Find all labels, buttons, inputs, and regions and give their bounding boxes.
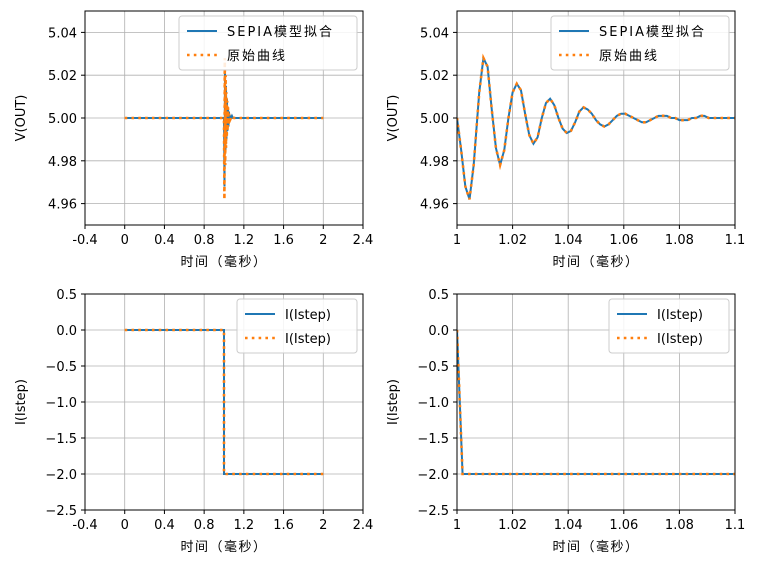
y-tick-label: −2.5: [417, 504, 449, 519]
legend-label-1: SEPIA模型拟合: [227, 25, 334, 40]
series-line-1: [457, 54, 735, 200]
y-tick-label: 5.00: [420, 112, 449, 127]
legend-label-2: I(Istep): [285, 332, 331, 347]
x-tick-label: -0.4: [72, 518, 97, 533]
x-tick-label: 1.06: [609, 233, 638, 248]
legend-label-2: I(Istep): [657, 332, 703, 347]
legend-box: [608, 298, 730, 354]
legend-box: [236, 298, 358, 354]
y-axis-label: V(OUT): [386, 95, 401, 142]
x-tick-label: 0.8: [194, 233, 215, 248]
x-axis-label: 时间（毫秒）: [552, 254, 639, 270]
y-tick-label: 0.5: [428, 288, 449, 303]
x-tick-label: 1.04: [554, 233, 583, 248]
x-tick-label: 1.02: [498, 518, 527, 533]
subplot-4: 1 1.02 1.04 1.06 1.08 1.1 −2.5 −2.0 −1.5 −1.0 −0.5…: [386, 288, 745, 555]
y-tick-label: 5.02: [420, 69, 449, 84]
y-tick-label: 4.98: [48, 155, 77, 170]
y-axis-label: I(Istep): [386, 379, 401, 425]
y-tick-label: 5.04: [420, 26, 449, 41]
y-tick-label: 0.0: [56, 324, 77, 339]
y-tick-label: 5.02: [48, 69, 77, 84]
x-tick-label: 0.4: [154, 233, 175, 248]
x-tick-label: 0.8: [194, 518, 215, 533]
legend-label-1: SEPIA模型拟合: [599, 25, 706, 40]
x-tick-label: 1.1: [725, 233, 746, 248]
y-tick-label: 0.0: [428, 324, 449, 339]
x-tick-label: 1.2: [234, 518, 255, 533]
x-tick-label: 1.6: [273, 233, 294, 248]
y-axis-label: V(OUT): [14, 95, 29, 142]
y-tick-label: −2.5: [45, 504, 77, 519]
legend-label-1: I(Istep): [657, 308, 703, 323]
y-tick-label: −1.5: [45, 432, 77, 447]
series-group: [124, 328, 324, 476]
series-group: [457, 329, 735, 476]
x-tick-label: 1.02: [498, 233, 527, 248]
legend: I(Istep) I(Istep): [236, 298, 358, 354]
y-tick-label: 0.5: [56, 288, 77, 303]
series-group: [124, 58, 324, 200]
subplot-2: 1 1.02 1.04 1.06 1.08 1.1 4.96 4.98 5.00 5.02 5.04…: [386, 10, 746, 270]
x-tick-label: 1.08: [665, 233, 694, 248]
legend-box: [550, 15, 730, 71]
x-tick-label: 2.4: [353, 518, 374, 533]
x-tick-label: 1.06: [609, 518, 638, 533]
x-tick-label: 1.04: [554, 518, 583, 533]
legend-label-1: I(Istep): [285, 308, 331, 323]
x-tick-label: 2: [319, 518, 327, 533]
x-tick-label: -0.4: [72, 233, 97, 248]
y-tick-label: −2.0: [45, 468, 77, 483]
series-line-2: [457, 53, 735, 200]
y-axis-label: I(Istep): [14, 379, 29, 425]
x-axis-label: 时间（毫秒）: [552, 539, 639, 555]
y-tick-label: 5.00: [48, 112, 77, 127]
series-line-2: [124, 58, 324, 200]
x-tick-label: 2.4: [353, 233, 374, 248]
x-tick-label: 1.1: [725, 518, 746, 533]
y-tick-label: 4.96: [420, 198, 449, 213]
x-tick-label: 1.2: [234, 233, 255, 248]
y-tick-label: 4.98: [420, 155, 449, 170]
x-tick-label: 1: [453, 233, 461, 248]
legend-box: [178, 15, 358, 71]
x-tick-label: 1.6: [273, 518, 294, 533]
series-group: [457, 53, 735, 200]
x-tick-label: 0: [121, 518, 129, 533]
x-tick-label: 0.4: [154, 518, 175, 533]
legend-label-2: 原始曲线: [227, 49, 287, 64]
subplot-1: -0.4 0 0.4 0.8 1.2 1.6 2 2.4 4.96 4.98 5.00 5.02 5.0…: [14, 10, 374, 270]
subplot-3: -0.4 0 0.4 0.8 1.2 1.6 2 2.4 −2.5 −2.0 −1.5 −1.0 −0.…: [14, 288, 373, 555]
x-axis-label: 时间（毫秒）: [180, 254, 267, 270]
y-tick-label: −1.0: [417, 396, 449, 411]
x-tick-label: 1: [453, 518, 461, 533]
series-line-2: [457, 329, 735, 476]
x-tick-label: 1.08: [665, 518, 694, 533]
y-tick-label: 5.04: [48, 26, 77, 41]
y-tick-label: −1.5: [417, 432, 449, 447]
legend: I(Istep) I(Istep): [608, 298, 730, 354]
series-line-2: [124, 328, 324, 476]
y-tick-label: −2.0: [417, 468, 449, 483]
legend-label-2: 原始曲线: [599, 49, 659, 64]
y-tick-label: −0.5: [45, 360, 77, 375]
y-tick-label: 4.96: [48, 198, 77, 213]
x-tick-label: 0: [121, 233, 129, 248]
x-tick-label: 2: [319, 233, 327, 248]
x-axis-label: 时间（毫秒）: [180, 539, 267, 555]
y-tick-label: −1.0: [45, 396, 77, 411]
y-tick-label: −0.5: [417, 360, 449, 375]
